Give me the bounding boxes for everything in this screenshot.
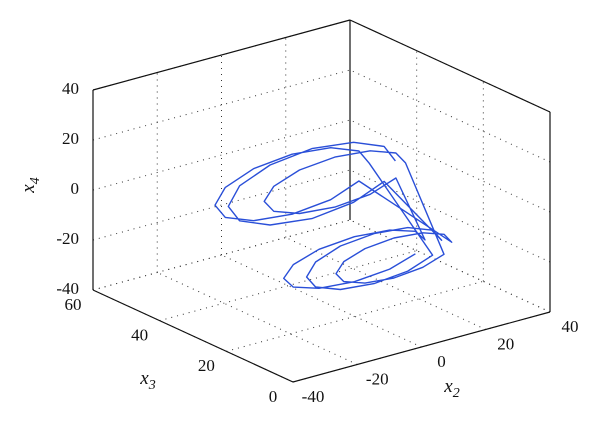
z-tick-label: 40 xyxy=(62,79,79,98)
grid-line xyxy=(349,219,551,313)
x-label-sub: 2 xyxy=(453,386,460,401)
grid-line xyxy=(349,219,551,313)
grid-line xyxy=(349,69,551,163)
grid-line xyxy=(285,237,486,330)
y-tick-label: 20 xyxy=(198,356,215,375)
x-tick-label: 0 xyxy=(437,352,446,371)
axis-box xyxy=(92,289,294,383)
z-label-sub: 4 xyxy=(28,177,43,184)
z-tick-label: 0 xyxy=(71,179,80,198)
y-label-text: x xyxy=(139,368,149,389)
y-tick-label: 0 xyxy=(269,387,278,406)
z-tick-label: -40 xyxy=(56,279,79,298)
z-tick-label: 20 xyxy=(62,129,79,148)
z-tick-label: -20 xyxy=(56,229,79,248)
x-tick-label: 40 xyxy=(562,317,579,336)
trajectory xyxy=(214,141,453,291)
z-label-text: x xyxy=(18,184,39,194)
x-tick-label: -20 xyxy=(366,369,389,388)
x-label-text: x xyxy=(443,376,453,397)
grid-line xyxy=(221,254,422,348)
grid-line xyxy=(92,169,351,241)
grid-line xyxy=(157,272,358,365)
y-tick-label: 40 xyxy=(131,326,148,345)
grid-line xyxy=(159,250,417,322)
y-label-sub: 3 xyxy=(148,378,156,393)
grid-line xyxy=(92,119,351,191)
axis-box xyxy=(92,19,351,91)
x-tick-label: -40 xyxy=(302,387,325,406)
y-axis-label: x3 xyxy=(139,368,155,393)
axis-box xyxy=(349,19,551,113)
x-tick-label: 20 xyxy=(497,334,514,353)
grid-line xyxy=(349,119,551,213)
grid-line xyxy=(349,169,551,263)
axis-box xyxy=(292,311,551,383)
z-axis-label: x4 xyxy=(18,177,43,193)
y-tick-label: 60 xyxy=(65,295,82,314)
x-axis-label: x2 xyxy=(443,376,459,401)
